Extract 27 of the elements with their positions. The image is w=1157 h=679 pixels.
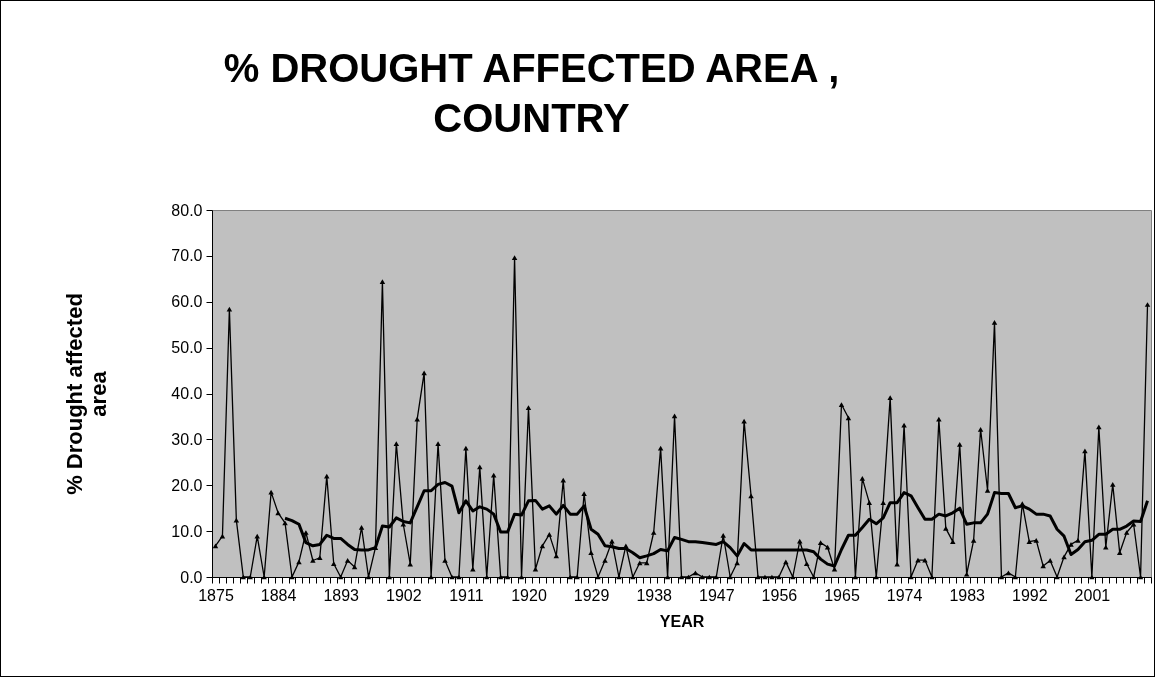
x-tick-label: 1920 [511, 586, 547, 604]
y-tick-label: 70.0 [171, 247, 203, 265]
x-tick-label: 2001 [1074, 586, 1111, 604]
x-tick-label: 1974 [886, 586, 923, 604]
y-tick-label: 10.0 [171, 522, 203, 540]
y-tick-label: 20.0 [171, 476, 203, 494]
y-tick-label: 80.0 [171, 201, 203, 219]
chart-title: % DROUGHT AFFECTED AREA , COUNTRY [223, 46, 840, 140]
x-tick-label: 1956 [761, 586, 798, 604]
x-tick-label: 1911 [449, 586, 484, 604]
y-tick-label: 60.0 [171, 293, 203, 311]
y-tick-label: 30.0 [171, 430, 203, 448]
x-tick-label: 1992 [1011, 586, 1048, 604]
x-tick-label: 1938 [636, 586, 673, 604]
y-tick-label: 40.0 [171, 385, 203, 402]
y-tick-label: 0.0 [180, 568, 203, 586]
x-tick-label: 1884 [260, 586, 297, 604]
x-tick-label: 1983 [949, 586, 986, 604]
x-tick-label: 1875 [198, 586, 234, 604]
x-tick-label: 1893 [323, 586, 360, 604]
y-tick-label: 50.0 [171, 339, 203, 357]
x-tick-label: 1902 [385, 586, 422, 604]
x-tick-label: 1929 [573, 586, 610, 604]
x-tick-label: 1965 [824, 586, 860, 604]
x-tick-label: 1947 [698, 586, 735, 604]
x-axis-title: YEAR [659, 612, 705, 630]
y-axis-title: % Drought affected area [62, 293, 112, 495]
